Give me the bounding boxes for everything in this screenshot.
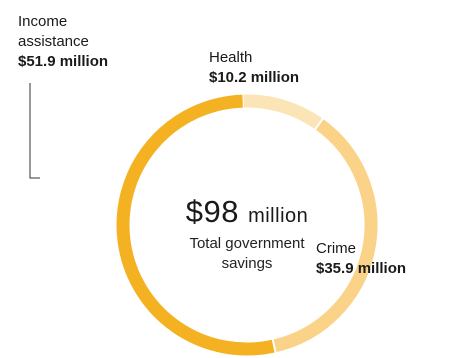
- label-income-assistance: Income assistance $51.9 million: [18, 12, 113, 72]
- slice-separator: [310, 112, 328, 136]
- label-health-value: $10.2 million: [209, 69, 300, 86]
- slice-separator: [270, 333, 278, 358]
- center-total-value: $98 million: [168, 194, 326, 234]
- center-total-amount: $98: [185, 194, 239, 229]
- donut-slice-health: [242, 94, 323, 130]
- donut-slice-crime: [272, 118, 378, 353]
- label-crime: Crime $35.9 million: [316, 239, 406, 279]
- label-income-assistance-value: $51.9 million: [18, 53, 109, 70]
- label-crime-name: Crime: [316, 240, 356, 257]
- label-income-assistance-name: Income assistance: [18, 13, 89, 50]
- center-total: $98 million Total government savings: [168, 194, 326, 274]
- income-assistance-leader-line: [29, 83, 40, 179]
- label-health: Health $10.2 million: [209, 48, 299, 88]
- center-total-caption: Total government savings: [189, 235, 305, 272]
- label-health-name: Health: [209, 49, 253, 66]
- donut-slice-income-assistance: [116, 94, 276, 356]
- label-crime-value: $35.9 million: [316, 260, 407, 277]
- center-total-unit: million: [248, 205, 309, 227]
